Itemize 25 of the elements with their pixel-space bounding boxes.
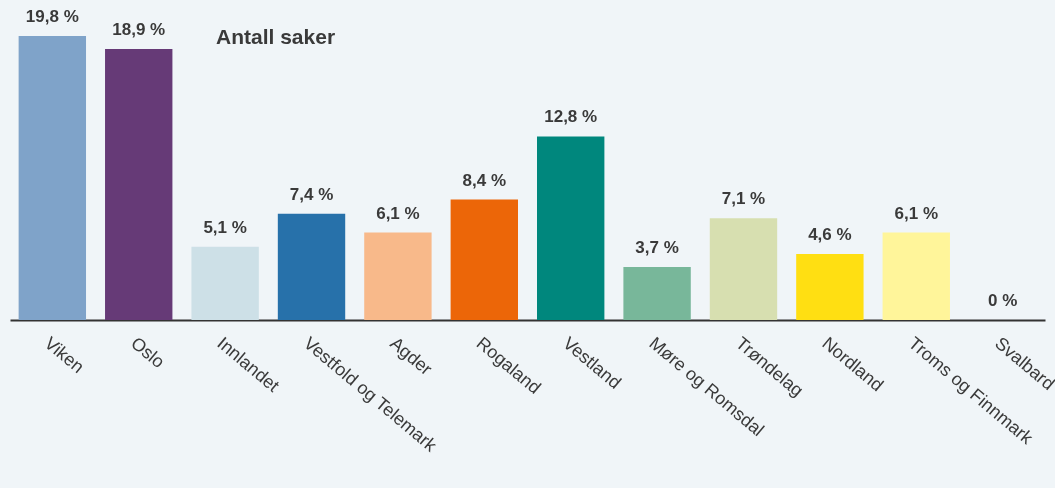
data-label: 0 %	[988, 291, 1018, 310]
bar	[796, 254, 864, 320]
bar	[105, 48, 173, 320]
data-label: 7,1 %	[721, 189, 766, 209]
data-label: 4,6 %	[808, 225, 852, 245]
bar	[623, 266, 691, 320]
bar	[364, 232, 432, 320]
data-label: 6,1 %	[894, 203, 939, 223]
data-label: 8,4 %	[462, 170, 507, 190]
bar	[191, 246, 259, 320]
data-label: 7,4 %	[289, 184, 334, 204]
bar	[450, 199, 518, 320]
data-label: 5,1 %	[203, 217, 247, 237]
bar	[709, 218, 778, 320]
bar	[18, 36, 87, 320]
data-label: 12,8 %	[544, 107, 598, 127]
bar	[882, 232, 950, 320]
data-label: 3,7 %	[635, 237, 679, 257]
data-label: 19,8 %	[25, 7, 79, 26]
data-label: 18,9 %	[112, 19, 166, 39]
data-label: 6,1 %	[376, 203, 420, 223]
chart-title: Antall saker	[216, 25, 336, 48]
bar	[537, 136, 605, 320]
bar	[277, 213, 346, 320]
x-tick-label: Oslo	[127, 332, 169, 373]
